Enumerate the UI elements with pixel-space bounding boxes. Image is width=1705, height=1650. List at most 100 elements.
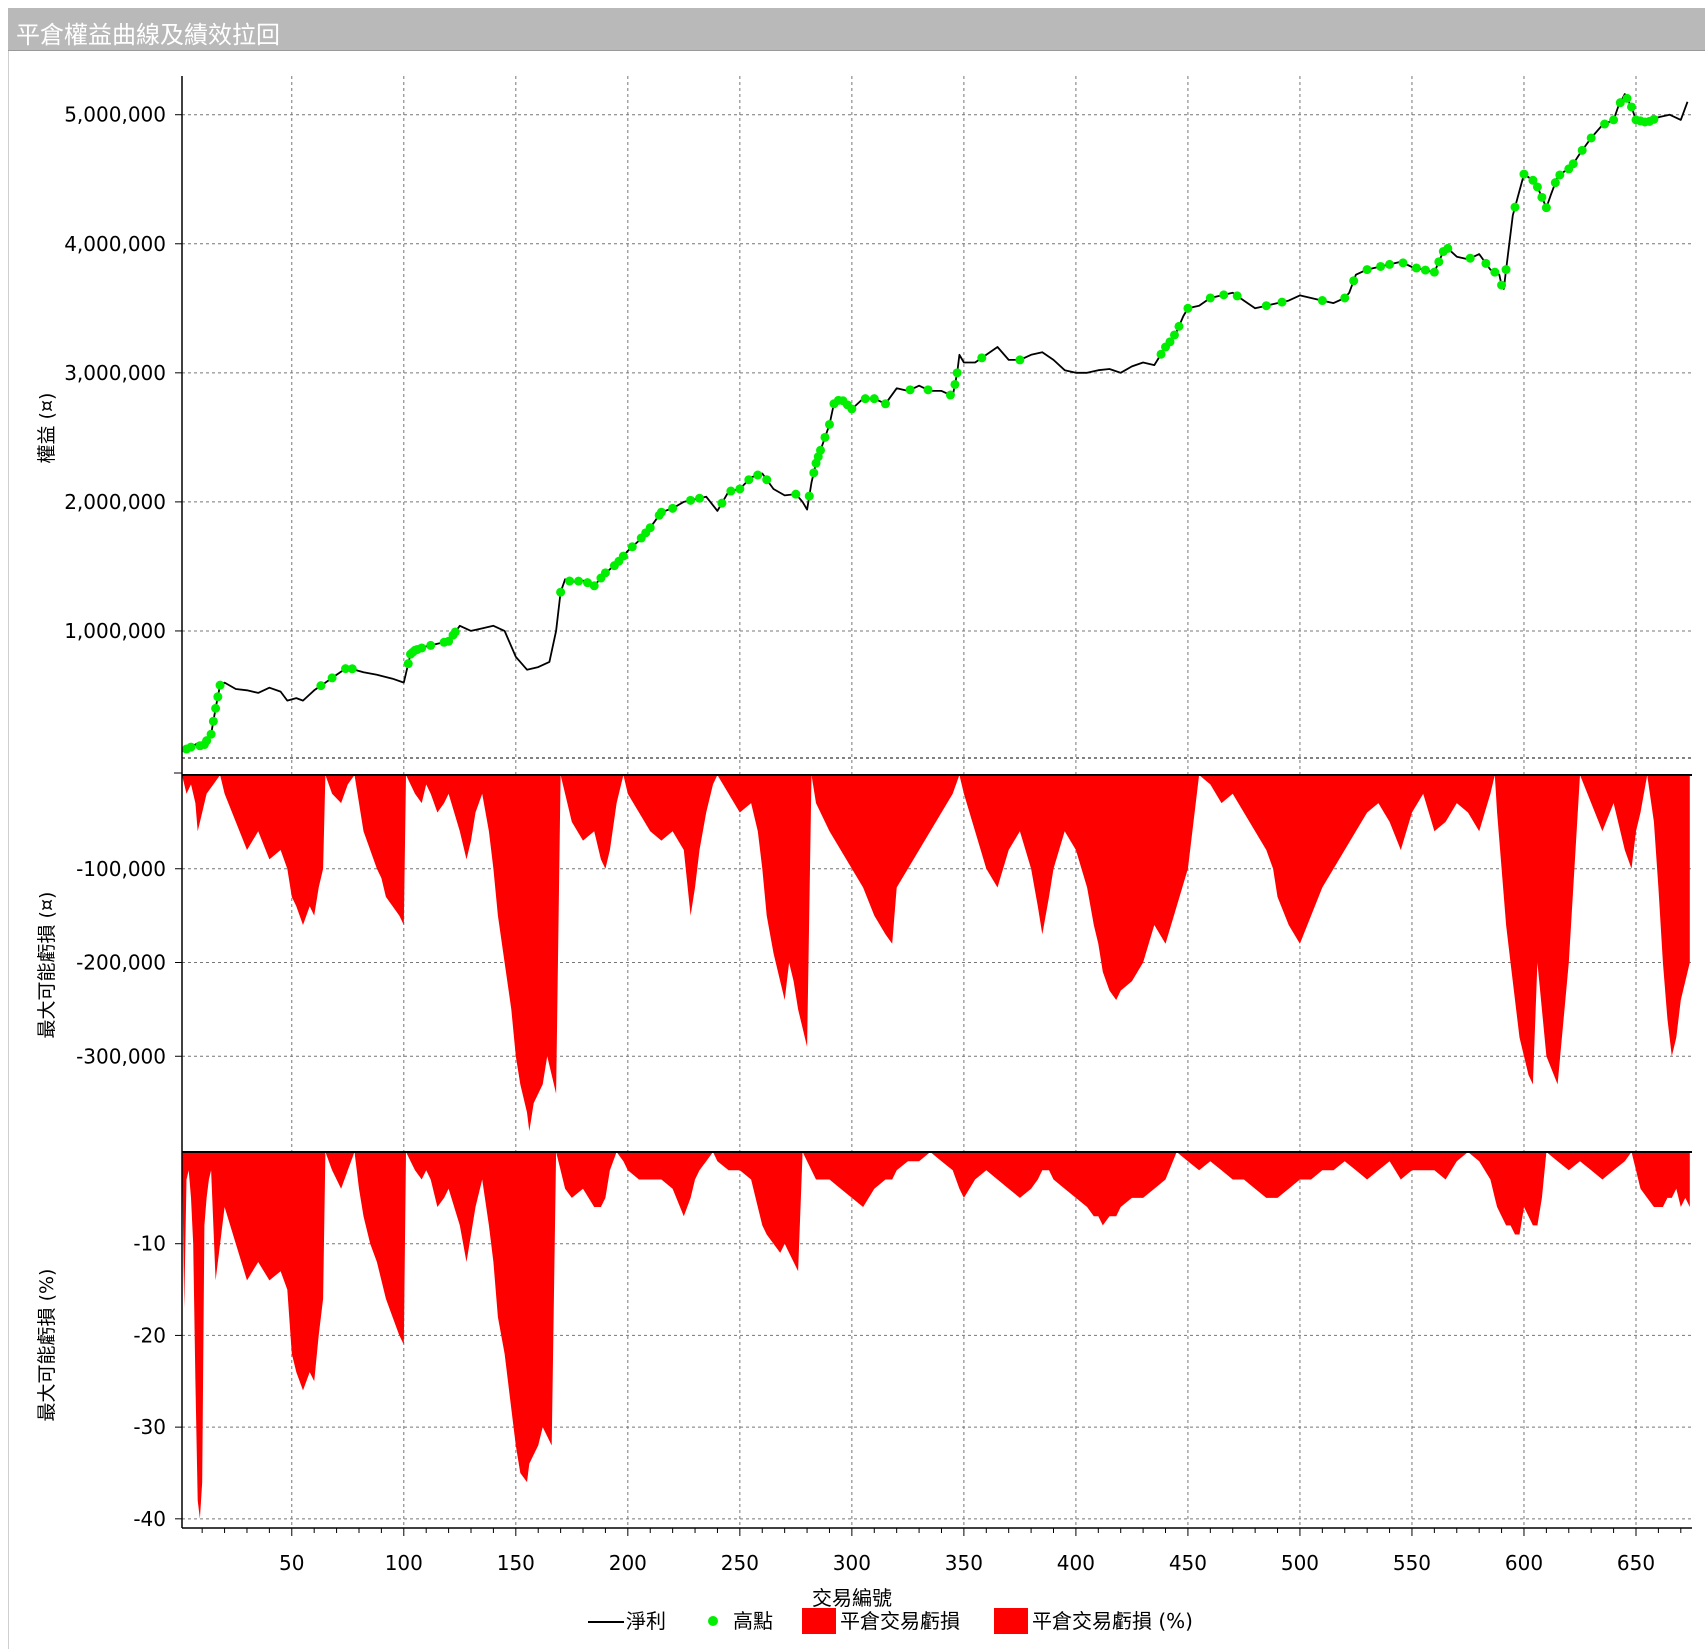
y-tick-label: 1,000,000 <box>64 619 166 643</box>
high-point-marker <box>824 419 834 429</box>
axis-layer: 50 100 150 200 250 300 350 400 450 500 550 600 650 1,… <box>36 76 1692 1610</box>
y-tick-label: -20 <box>133 1323 166 1347</box>
high-point-marker <box>341 664 351 674</box>
high-point-marker <box>820 432 830 442</box>
high-point-marker <box>950 379 960 389</box>
high-point-marker <box>923 385 933 395</box>
drawdown-area <box>182 775 1690 1132</box>
high-point-marker <box>809 468 819 478</box>
high-markers-layer <box>181 93 1659 754</box>
high-point-marker <box>791 489 801 499</box>
legend-area-swatch <box>994 1608 1028 1634</box>
high-point-marker <box>1537 192 1547 202</box>
high-point-marker <box>1568 159 1578 169</box>
high-point-marker <box>450 627 460 637</box>
x-tick-label: 300 <box>833 1551 871 1575</box>
high-point-marker <box>717 498 727 508</box>
high-point-marker <box>403 659 413 669</box>
high-point-marker <box>804 491 814 501</box>
y-tick-label: -30 <box>133 1415 166 1439</box>
high-point-marker <box>215 680 225 690</box>
high-point-marker <box>1362 265 1372 275</box>
x-tick-label: 400 <box>1057 1551 1095 1575</box>
high-point-marker <box>583 578 593 588</box>
high-point-marker <box>327 673 337 683</box>
legend-label: 平倉交易虧損 (%) <box>1032 1609 1193 1633</box>
high-point-marker <box>1465 253 1475 263</box>
high-point-marker <box>1169 330 1179 340</box>
high-point-marker <box>762 475 772 485</box>
high-point-marker <box>695 493 705 503</box>
high-point-marker <box>211 703 221 713</box>
high-point-marker <box>1649 114 1659 124</box>
x-tick-label: 150 <box>497 1551 535 1575</box>
high-point-marker <box>656 507 666 517</box>
y-tick-label: -10 <box>133 1232 166 1256</box>
x-tick-label: 500 <box>1281 1551 1319 1575</box>
high-point-marker <box>735 484 745 494</box>
high-point-marker <box>1385 259 1395 269</box>
x-axis-label: 交易編號 <box>812 1586 892 1610</box>
chart-legend: 淨利 高點 平倉交易虧損 平倉交易虧損 (%) <box>588 1608 1193 1634</box>
high-point-marker <box>1550 178 1560 188</box>
legend-marker-swatch <box>708 1616 718 1626</box>
high-point-marker <box>208 716 218 726</box>
high-point-marker <box>1443 243 1453 253</box>
drawdown-area <box>182 1152 1690 1519</box>
high-point-marker <box>1340 293 1350 303</box>
high-point-marker <box>952 368 962 378</box>
high-point-marker <box>816 445 826 455</box>
y-tick-label: -200,000 <box>76 951 166 975</box>
high-point-marker <box>860 394 870 404</box>
high-point-marker <box>589 581 599 591</box>
x-tick-label: 100 <box>385 1551 423 1575</box>
y-tick-label: 5,000,000 <box>64 103 166 127</box>
high-point-marker <box>556 587 566 597</box>
high-point-marker <box>1232 291 1242 301</box>
high-point-marker <box>645 523 655 533</box>
y-tick-label: -40 <box>133 1507 166 1531</box>
drawdown-area-layer <box>182 775 1690 1519</box>
high-point-marker <box>1501 265 1511 275</box>
high-point-marker <box>1481 258 1491 268</box>
high-point-marker <box>600 568 610 578</box>
high-point-marker <box>417 643 427 653</box>
high-point-marker <box>347 664 357 674</box>
y-axis-label: 權益 (¤) <box>36 393 58 464</box>
high-point-marker <box>186 742 196 752</box>
high-point-marker <box>1205 293 1215 303</box>
high-point-marker <box>1586 133 1596 143</box>
high-point-marker <box>1411 263 1421 273</box>
high-point-marker <box>574 576 584 586</box>
legend-label: 平倉交易虧損 <box>840 1609 960 1633</box>
high-point-marker <box>1277 297 1287 307</box>
high-point-marker <box>1541 203 1551 213</box>
high-point-marker <box>1174 321 1184 331</box>
chart-title-bar: 平倉權益曲線及績效拉回 <box>8 8 1705 51</box>
high-point-marker <box>565 576 575 586</box>
y-tick-label: -100,000 <box>76 857 166 881</box>
high-point-marker <box>1376 261 1386 271</box>
high-point-marker <box>1600 119 1610 129</box>
x-tick-label: 600 <box>1505 1551 1543 1575</box>
high-point-marker <box>1420 265 1430 275</box>
high-point-marker <box>1156 349 1166 359</box>
high-point-marker <box>1434 257 1444 267</box>
high-point-marker <box>627 542 637 552</box>
x-tick-label: 50 <box>279 1551 304 1575</box>
y-tick-label: 2,000,000 <box>64 490 166 514</box>
high-point-marker <box>1497 280 1507 290</box>
x-tick-label: 450 <box>1169 1551 1207 1575</box>
high-point-marker <box>1609 115 1619 125</box>
high-point-marker <box>905 385 915 395</box>
high-point-marker <box>977 353 987 363</box>
high-point-marker <box>444 636 454 646</box>
high-point-marker <box>1577 145 1587 155</box>
y-tick-label: 4,000,000 <box>64 232 166 256</box>
x-tick-label: 200 <box>609 1551 647 1575</box>
high-point-marker <box>753 470 763 480</box>
high-point-marker <box>726 486 736 496</box>
high-point-marker <box>316 681 326 691</box>
high-point-marker <box>1165 337 1175 347</box>
